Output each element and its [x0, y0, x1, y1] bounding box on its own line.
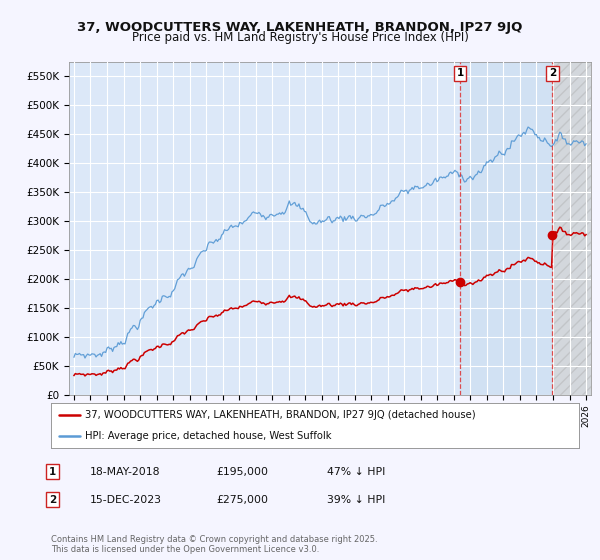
Text: Price paid vs. HM Land Registry's House Price Index (HPI): Price paid vs. HM Land Registry's House … [131, 31, 469, 44]
Text: 2: 2 [49, 494, 56, 505]
Text: 39% ↓ HPI: 39% ↓ HPI [327, 494, 385, 505]
Text: 1: 1 [457, 68, 464, 78]
Text: 2: 2 [549, 68, 556, 78]
Text: 18-MAY-2018: 18-MAY-2018 [90, 466, 161, 477]
Bar [553, 62, 595, 395]
Text: £275,000: £275,000 [216, 494, 268, 505]
Text: 1: 1 [49, 466, 56, 477]
Text: 37, WOODCUTTERS WAY, LAKENHEATH, BRANDON, IP27 9JQ: 37, WOODCUTTERS WAY, LAKENHEATH, BRANDON… [77, 21, 523, 34]
Text: Contains HM Land Registry data © Crown copyright and database right 2025.
This d: Contains HM Land Registry data © Crown c… [51, 535, 377, 554]
Text: 47% ↓ HPI: 47% ↓ HPI [327, 466, 385, 477]
Text: £195,000: £195,000 [216, 466, 268, 477]
Text: 37, WOODCUTTERS WAY, LAKENHEATH, BRANDON, IP27 9JQ (detached house): 37, WOODCUTTERS WAY, LAKENHEATH, BRANDON… [85, 410, 476, 421]
Bar [460, 62, 553, 395]
Text: HPI: Average price, detached house, West Suffolk: HPI: Average price, detached house, West… [85, 431, 332, 441]
Bar [553, 62, 595, 395]
Text: 15-DEC-2023: 15-DEC-2023 [90, 494, 162, 505]
